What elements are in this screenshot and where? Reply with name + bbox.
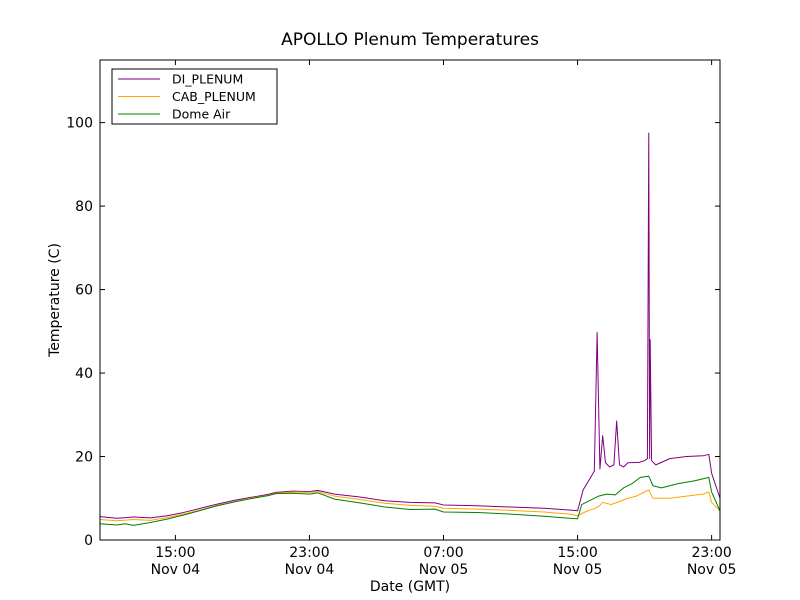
y-tick-label: 20 — [75, 450, 93, 466]
y-tick-label: 0 — [84, 533, 93, 549]
x-tick-label-time: 23:00 — [691, 545, 731, 561]
x-tick-label-date: Nov 05 — [553, 562, 603, 578]
x-tick-label-date: Nov 05 — [419, 562, 469, 578]
x-tick-label-date: Nov 04 — [151, 562, 201, 578]
y-axis-label: Temperature (C) — [47, 243, 63, 358]
x-tick-label-time: 07:00 — [423, 545, 463, 561]
series-line-di-plenum — [99, 132, 721, 519]
legend: DI_PLENUM CAB_PLENUM Dome Air — [111, 68, 278, 125]
x-tick-label-date: Nov 04 — [285, 562, 335, 578]
y-tick-label: 80 — [75, 199, 93, 215]
chart-title: APOLLO Plenum Temperatures — [281, 30, 539, 50]
y-axis: 0 20 40 60 80 100 — [66, 116, 720, 549]
y-tick-label: 60 — [75, 283, 93, 299]
x-tick-label-time: 23:00 — [289, 545, 329, 561]
plot-frame — [99, 59, 721, 541]
y-tick-label: 100 — [66, 116, 93, 132]
legend-label: CAB_PLENUM — [172, 89, 256, 104]
plot-area — [99, 132, 721, 526]
legend-label: Dome Air — [172, 107, 231, 122]
series-line-dome-air — [99, 475, 721, 526]
y-tick-label: 40 — [75, 366, 93, 382]
series-line-cab-plenum — [99, 489, 721, 522]
x-tick-label-time: 15:00 — [155, 545, 195, 561]
x-tick-label-time: 15:00 — [557, 545, 597, 561]
legend-label: DI_PLENUM — [172, 72, 243, 87]
x-axis-label: Date (GMT) — [370, 579, 450, 595]
x-tick-label-date: Nov 05 — [687, 562, 737, 578]
